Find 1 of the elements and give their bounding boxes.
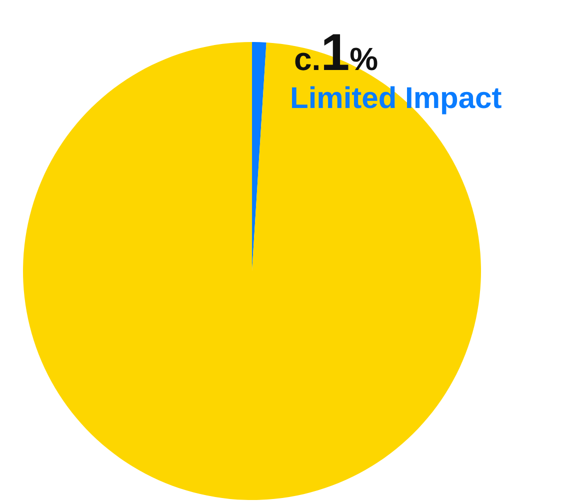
slice-label: Limited Impact [290,82,502,115]
